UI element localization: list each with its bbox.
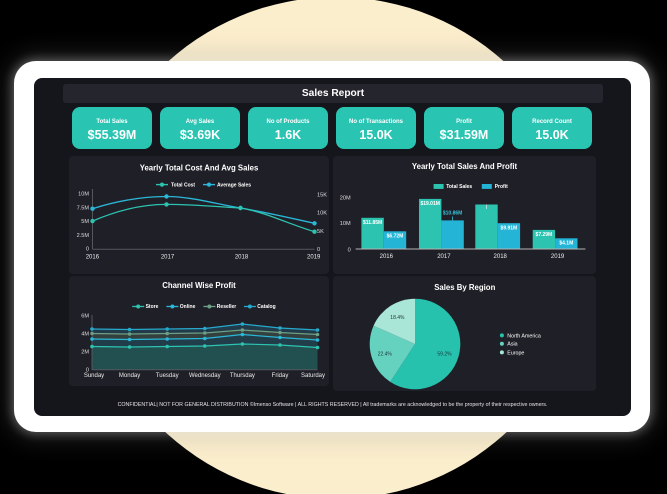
svg-text:Sales By Region: Sales By Region bbox=[434, 283, 495, 292]
svg-text:Average Sales: Average Sales bbox=[217, 182, 251, 188]
svg-text:2.5M: 2.5M bbox=[77, 233, 90, 239]
svg-text:18.4%: 18.4% bbox=[390, 315, 405, 321]
svg-text:Yearly Total Cost And Avg Sale: Yearly Total Cost And Avg Sales bbox=[140, 164, 259, 173]
svg-text:7.5M: 7.5M bbox=[77, 205, 90, 211]
svg-text:$7.29M: $7.29M bbox=[536, 232, 553, 238]
svg-text:2016: 2016 bbox=[86, 255, 100, 261]
svg-text:Yearly Total Sales And Profit: Yearly Total Sales And Profit bbox=[412, 162, 518, 171]
svg-text:0: 0 bbox=[86, 247, 89, 253]
svg-text:59.2%: 59.2% bbox=[437, 352, 452, 358]
svg-text:Online: Online bbox=[180, 304, 196, 310]
svg-text:Asia: Asia bbox=[507, 342, 517, 348]
svg-text:Total Sales: Total Sales bbox=[446, 184, 472, 190]
svg-text:$11.85M: $11.85M bbox=[363, 220, 382, 226]
svg-text:2018: 2018 bbox=[494, 254, 508, 260]
svg-text:15K: 15K bbox=[317, 192, 327, 198]
svg-text:Saturday: Saturday bbox=[301, 373, 325, 379]
svg-text:2017: 2017 bbox=[161, 255, 175, 261]
svg-text:Reseller: Reseller bbox=[217, 304, 237, 310]
svg-text:22.4%: 22.4% bbox=[378, 351, 393, 357]
svg-text:10K: 10K bbox=[317, 211, 327, 217]
svg-text:Europe: Europe bbox=[507, 350, 524, 356]
svg-text:0: 0 bbox=[317, 247, 320, 253]
svg-text:North America: North America bbox=[507, 333, 541, 339]
svg-text:4M: 4M bbox=[81, 332, 89, 338]
svg-text:Wednesday: Wednesday bbox=[189, 373, 221, 379]
svg-text:Tuesday: Tuesday bbox=[156, 373, 179, 379]
svg-text:2016: 2016 bbox=[380, 254, 394, 260]
svg-text:2018: 2018 bbox=[235, 255, 249, 261]
svg-text:Total Cost: Total Cost bbox=[171, 182, 195, 188]
svg-text:$19.01M: $19.01M bbox=[420, 201, 439, 207]
svg-text:Profit: Profit bbox=[495, 184, 508, 190]
svg-text:2017: 2017 bbox=[437, 254, 451, 260]
svg-text:Sunday: Sunday bbox=[84, 373, 104, 379]
svg-text:2019: 2019 bbox=[307, 255, 321, 261]
svg-text:Thursday: Thursday bbox=[230, 373, 255, 379]
svg-text:$10.86M: $10.86M bbox=[443, 210, 462, 216]
svg-text:2019: 2019 bbox=[551, 254, 565, 260]
svg-text:Friday: Friday bbox=[272, 373, 289, 379]
svg-text:6M: 6M bbox=[81, 314, 89, 320]
svg-text:5M: 5M bbox=[81, 219, 89, 225]
svg-text:20M: 20M bbox=[340, 195, 351, 201]
svg-text:10M: 10M bbox=[78, 192, 89, 198]
svg-text:Catalog: Catalog bbox=[257, 304, 275, 310]
svg-text:Store: Store bbox=[146, 304, 159, 310]
svg-text:$9.91M: $9.91M bbox=[501, 225, 518, 231]
svg-text:0: 0 bbox=[348, 248, 351, 254]
svg-text:$4.1M: $4.1M bbox=[559, 241, 573, 247]
svg-text:Channel Wise Profit: Channel Wise Profit bbox=[162, 281, 236, 290]
svg-text:5K: 5K bbox=[317, 229, 324, 235]
svg-text:2M: 2M bbox=[81, 350, 89, 356]
svg-text:10M: 10M bbox=[340, 221, 351, 227]
svg-text:0: 0 bbox=[86, 367, 89, 373]
svg-text:Monday: Monday bbox=[119, 373, 140, 379]
svg-text:$6.72M: $6.72M bbox=[387, 234, 404, 240]
